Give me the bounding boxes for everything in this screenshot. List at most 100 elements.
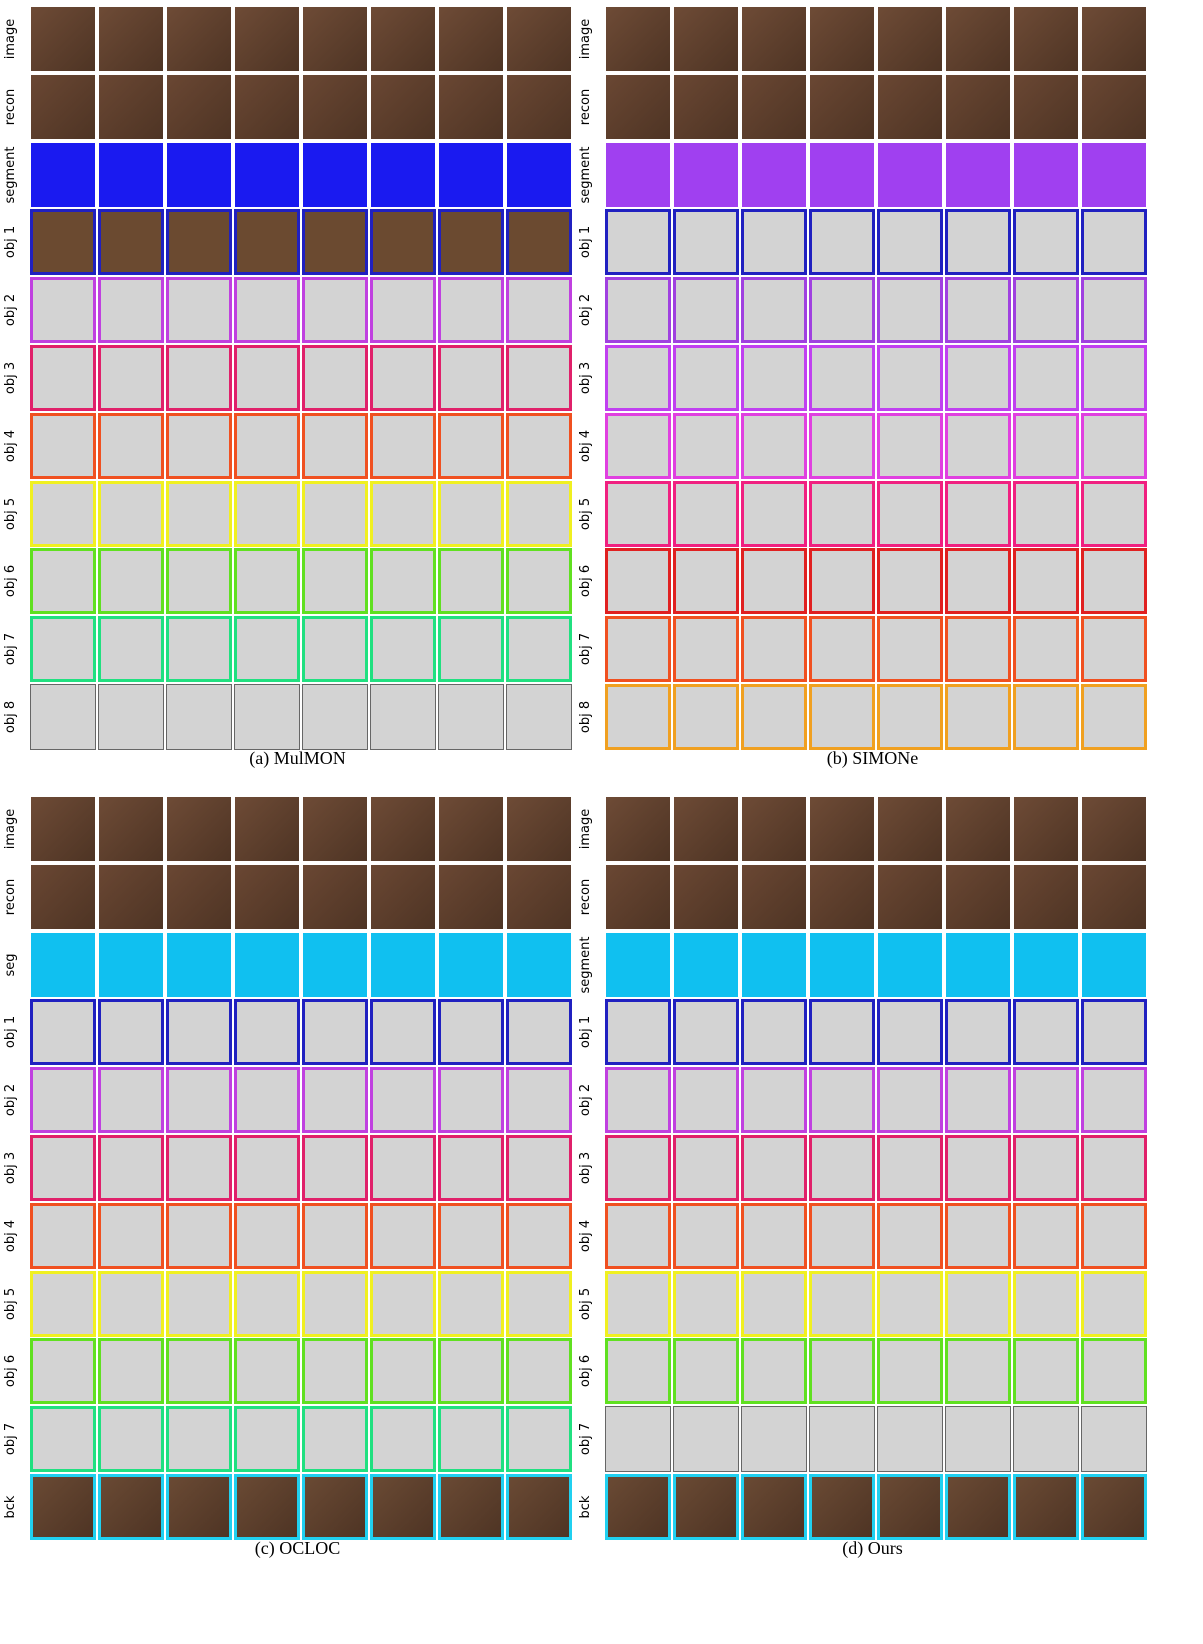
image-cell: [741, 74, 807, 140]
image-cell: [877, 209, 943, 275]
image-cell: [605, 796, 671, 862]
image-cell: [370, 1067, 436, 1133]
image-cell: [30, 616, 96, 682]
image-cell: [98, 1271, 164, 1337]
image-cell: [166, 277, 232, 343]
image-cell: [945, 616, 1011, 682]
image-cell: [30, 1406, 96, 1472]
image-cell: [166, 684, 232, 750]
row-label: segment: [576, 142, 596, 208]
image-cell: [438, 6, 504, 72]
image-cell: [166, 864, 232, 930]
image-cell: [1081, 277, 1147, 343]
image-cell: [438, 1338, 504, 1404]
image-cell: [506, 1135, 572, 1201]
row-label: obj 6: [1, 1338, 21, 1404]
image-cell: [30, 1271, 96, 1337]
image-cell: [166, 548, 232, 614]
image-cell: [370, 481, 436, 547]
image-cell: [370, 1474, 436, 1540]
image-cell: [673, 1067, 739, 1133]
image-cell: [370, 1338, 436, 1404]
image-cell: [98, 142, 164, 208]
image-cell: [945, 142, 1011, 208]
image-cell: [506, 684, 572, 750]
image-cell: [506, 413, 572, 479]
image-cell: [741, 616, 807, 682]
image-cell: [30, 684, 96, 750]
image-cell: [1081, 932, 1147, 998]
image-cell: [605, 999, 671, 1065]
row-label: obj 6: [1, 548, 21, 614]
image-cell: [370, 6, 436, 72]
image-cell: [605, 142, 671, 208]
image-cell: [1081, 616, 1147, 682]
image-cell: [1081, 413, 1147, 479]
row-label: image: [576, 6, 596, 72]
image-cell: [438, 1406, 504, 1472]
image-cell: [1081, 1135, 1147, 1201]
image-cell: [877, 1203, 943, 1269]
image-cell: [1013, 209, 1079, 275]
image-cell: [98, 345, 164, 411]
image-cell: [809, 932, 875, 998]
image-cell: [166, 1271, 232, 1337]
image-cell: [438, 548, 504, 614]
image-cell: [673, 1271, 739, 1337]
image-cell: [809, 1406, 875, 1472]
image-cell: [1013, 74, 1079, 140]
row-label: obj 2: [576, 1067, 596, 1133]
image-cell: [1081, 999, 1147, 1065]
image-cell: [741, 1203, 807, 1269]
image-cell: [945, 277, 1011, 343]
image-cell: [741, 1067, 807, 1133]
image-cell: [945, 345, 1011, 411]
image-cell: [945, 796, 1011, 862]
image-cell: [945, 74, 1011, 140]
image-cell: [370, 209, 436, 275]
image-cell: [877, 548, 943, 614]
image-cell: [234, 1271, 300, 1337]
row-label: obj 4: [1, 413, 21, 479]
row-label: obj 2: [1, 1067, 21, 1133]
image-cell: [877, 864, 943, 930]
image-cell: [98, 1338, 164, 1404]
image-cell: [98, 1406, 164, 1472]
row-label: segment: [1, 142, 21, 208]
image-cell: [741, 1135, 807, 1201]
row-label: obj 3: [1, 345, 21, 411]
image-cell: [605, 1067, 671, 1133]
image-cell: [370, 413, 436, 479]
row-label: obj 6: [576, 548, 596, 614]
image-cell: [741, 345, 807, 411]
image-cell: [438, 1271, 504, 1337]
image-cell: [438, 413, 504, 479]
image-cell: [809, 6, 875, 72]
row-label: obj 7: [1, 616, 21, 682]
image-cell: [30, 1338, 96, 1404]
image-cell: [438, 796, 504, 862]
image-cell: [302, 345, 368, 411]
image-cell: [605, 616, 671, 682]
image-cell: [30, 142, 96, 208]
image-cell: [1081, 548, 1147, 614]
image-cell: [1013, 684, 1079, 750]
caption: (c) OCLOC: [10, 1538, 585, 1559]
row-label: image: [1, 796, 21, 862]
row-label: obj 2: [1, 277, 21, 343]
image-cell: [741, 209, 807, 275]
image-cell: [945, 1338, 1011, 1404]
image-cell: [1081, 481, 1147, 547]
image-cell: [877, 1474, 943, 1540]
image-cell: [166, 1338, 232, 1404]
image-cell: [438, 1474, 504, 1540]
image-cell: [945, 6, 1011, 72]
image-cell: [506, 1406, 572, 1472]
image-cell: [673, 1406, 739, 1472]
image-cell: [166, 932, 232, 998]
image-cell: [438, 209, 504, 275]
row-label: obj 5: [576, 481, 596, 547]
image-cell: [98, 999, 164, 1065]
image-cell: [166, 616, 232, 682]
row-label: obj 4: [576, 413, 596, 479]
